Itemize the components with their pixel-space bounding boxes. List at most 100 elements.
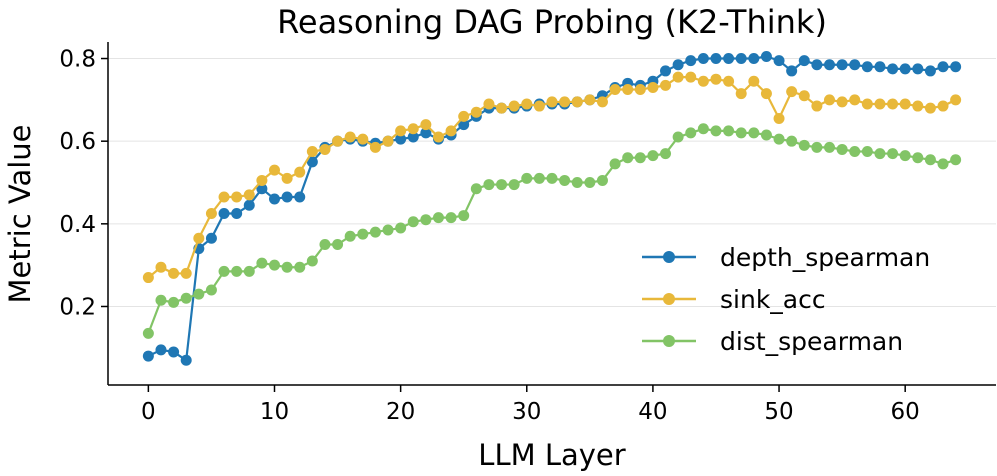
sink-acc-point xyxy=(344,131,356,143)
dist-spearman-point xyxy=(168,296,180,308)
sink-acc-point xyxy=(432,131,444,143)
dist-spearman-point xyxy=(710,125,722,137)
sink-acc-point xyxy=(458,110,470,122)
dist-spearman-point xyxy=(344,230,356,242)
dist-spearman-point xyxy=(584,177,596,189)
depth-spearman-point xyxy=(899,63,911,75)
depth-spearman-point xyxy=(205,232,217,244)
dist-spearman-point xyxy=(937,158,949,170)
dist-spearman-point xyxy=(760,129,772,141)
dist-spearman-point xyxy=(382,224,394,236)
dist-spearman-point xyxy=(369,226,381,238)
legend-dist-spearman-marker xyxy=(663,335,675,347)
dist-spearman-point xyxy=(180,292,192,304)
depth-spearman-point xyxy=(243,199,255,211)
depth-spearman-point xyxy=(180,354,192,366)
depth-spearman-point xyxy=(142,350,154,362)
dist-spearman-point xyxy=(508,179,520,191)
legend-dist-spearman-label: dist_spearman xyxy=(720,327,903,356)
sink-acc-point xyxy=(798,90,810,102)
dist-spearman-point xyxy=(458,210,470,222)
sink-acc-point xyxy=(193,232,205,244)
depth-spearman-point xyxy=(950,61,962,73)
depth-spearman-point xyxy=(407,131,419,143)
depth-spearman-point xyxy=(849,59,861,71)
x-tick-label: 40 xyxy=(638,399,667,425)
depth-spearman-point xyxy=(924,65,936,77)
depth-spearman-point xyxy=(824,59,835,71)
dist-spearman-point xyxy=(622,152,634,164)
sink-acc-point xyxy=(723,75,735,87)
depth-spearman-point xyxy=(912,63,924,75)
dist-spearman-point xyxy=(723,125,735,137)
grid xyxy=(108,58,996,307)
depth-spearman-point xyxy=(256,183,268,195)
depth-spearman-point xyxy=(937,61,949,73)
y-tick-label: 0.8 xyxy=(59,47,96,73)
sink-acc-point xyxy=(231,191,243,203)
dist-spearman-point xyxy=(786,135,798,147)
depth-spearman-point xyxy=(269,193,280,205)
sink-acc-point xyxy=(294,166,306,178)
depth-spearman-point xyxy=(218,208,230,219)
sink-acc-point xyxy=(748,75,760,87)
sink-acc-point xyxy=(647,81,659,93)
dist-spearman-point xyxy=(155,294,167,306)
sink-acc-point xyxy=(559,96,571,108)
dist-spearman-point xyxy=(836,143,848,155)
dist-spearman-point xyxy=(521,172,533,184)
dist-spearman-point xyxy=(685,127,697,139)
dist-spearman-point xyxy=(445,212,457,224)
dist-spearman-point xyxy=(571,177,583,189)
sink-acc-point xyxy=(483,98,495,110)
depth-spearman-point xyxy=(786,65,798,77)
sink-acc-point xyxy=(660,79,672,91)
depth-spearman-point xyxy=(294,191,306,203)
depth-spearman-point xyxy=(420,127,432,139)
chart-title: Reasoning DAG Probing (K2-Think) xyxy=(277,3,827,41)
dist-spearman-point xyxy=(559,174,571,186)
sink-acc-point xyxy=(874,98,886,110)
dist-spearman-point xyxy=(899,150,911,162)
sink-acc-point xyxy=(735,88,747,100)
depth-spearman-point xyxy=(760,50,772,62)
dist-spearman-point xyxy=(420,214,432,226)
sink-acc-point xyxy=(950,94,962,106)
dist-spearman-point xyxy=(306,255,318,267)
sink-acc-point xyxy=(622,84,634,96)
sink-acc-point xyxy=(697,75,709,87)
y-tick-label: 0.2 xyxy=(59,294,96,320)
sink-acc-point xyxy=(357,133,369,145)
dist-spearman-point xyxy=(950,154,962,166)
sink-acc-point xyxy=(849,94,861,106)
sink-acc-point xyxy=(407,123,419,135)
sink-acc-point xyxy=(685,71,697,83)
legend-sink-acc-marker xyxy=(663,293,675,305)
dist-spearman-point xyxy=(533,172,545,184)
dist-spearman-point xyxy=(609,158,621,170)
depth-spearman-point xyxy=(836,59,848,71)
depth-spearman-point xyxy=(685,55,697,67)
sink-acc-point xyxy=(546,96,558,108)
dist-spearman-point xyxy=(269,259,280,271)
sink-acc-point xyxy=(912,100,924,112)
dist-spearman-line xyxy=(147,127,956,334)
dist-spearman-point xyxy=(735,127,747,139)
depth-spearman-point xyxy=(798,55,810,67)
legend: depth_spearman sink_acc dist_spearman xyxy=(642,243,930,356)
dist-spearman-point xyxy=(697,123,709,135)
dist-spearman-point xyxy=(798,139,810,151)
y-tick-label: 0.4 xyxy=(59,212,96,238)
depth-spearman-point xyxy=(811,59,823,71)
sink-acc-point xyxy=(420,119,432,131)
depth-spearman-point xyxy=(861,61,873,73)
sink-acc-point xyxy=(508,100,520,112)
depth-spearman-point xyxy=(697,53,709,65)
legend-depth-spearman-marker xyxy=(663,251,675,263)
sink-acc-point xyxy=(861,98,873,110)
legend-depth-spearman-label: depth_spearman xyxy=(720,243,930,272)
dist-spearman-point xyxy=(596,174,608,186)
dist-spearman-point xyxy=(256,257,268,269)
dist-spearman-point xyxy=(319,238,331,250)
